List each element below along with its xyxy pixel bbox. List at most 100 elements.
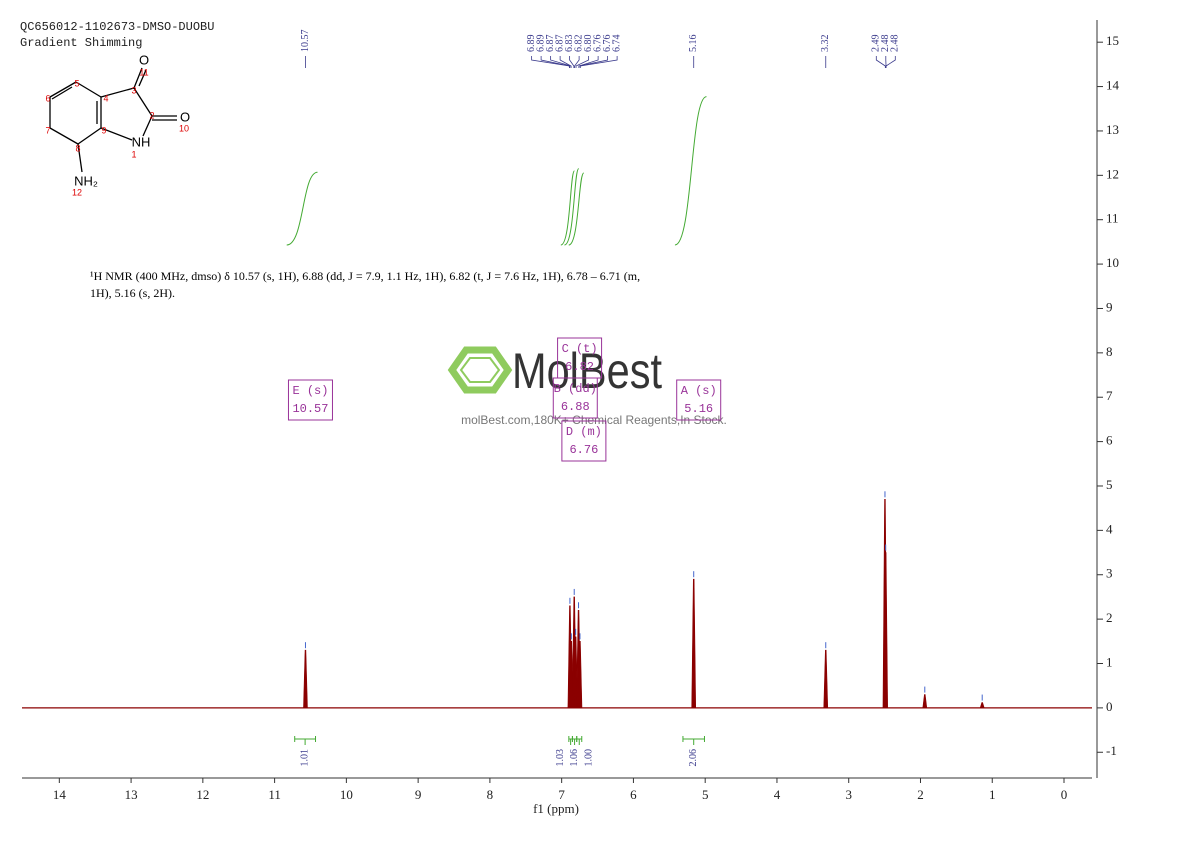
sample-id: QC656012-1102673-DMSO-DUOBU <box>20 20 214 34</box>
peak-pick-label: 6.89 <box>526 35 537 53</box>
integral-label: 1.00 <box>584 749 595 767</box>
atom-label: O <box>180 109 190 124</box>
watermark-tagline: molBest.com,180K+ Chemical Reagents,In S… <box>461 413 727 427</box>
peak-pick-label: 2.48 <box>890 35 901 53</box>
atom-number: 3 <box>131 85 136 95</box>
atom-label: NH₂ <box>74 173 98 188</box>
multiplet-shift: 10.57 <box>292 402 328 416</box>
integral-curve <box>568 172 585 246</box>
peak-pick-leader <box>579 56 618 68</box>
peak-pick-label: 2.48 <box>880 35 891 53</box>
peak-pick-leader <box>540 56 570 68</box>
y-tick-label: 8 <box>1106 344 1113 359</box>
peak-pick-label: 2.49 <box>871 35 882 53</box>
y-tick-label: 12 <box>1106 166 1119 181</box>
peak-pick-label: 6.76 <box>602 35 613 53</box>
atom-number: 10 <box>179 123 189 133</box>
integral-label: 1.06 <box>569 749 580 767</box>
integral-label: 2.06 <box>688 749 699 767</box>
integral-curve <box>674 96 707 246</box>
y-tick-label: 2 <box>1106 610 1113 625</box>
atom-label: NH <box>132 134 151 149</box>
peak <box>691 578 697 709</box>
peak <box>303 649 308 709</box>
x-tick-label: 10 <box>340 787 353 802</box>
peak-pick-label: 10.57 <box>300 30 311 53</box>
integral-bracket <box>571 735 578 745</box>
y-tick-label: 0 <box>1106 699 1113 714</box>
x-tick-label: 6 <box>630 787 637 802</box>
multiplet-shift: 6.76 <box>569 443 598 457</box>
peak-pick-leader <box>575 56 590 68</box>
peak-pick-label: 5.16 <box>688 35 699 53</box>
peak <box>883 552 888 709</box>
x-tick-label: 13 <box>125 787 138 802</box>
x-tick-label: 2 <box>917 787 924 802</box>
x-tick-label: 14 <box>53 787 67 802</box>
peak-pick-leader <box>559 56 572 68</box>
y-tick-label: 10 <box>1106 255 1119 270</box>
integral-curve <box>286 171 318 246</box>
x-axis-label: f1 (ppm) <box>533 801 579 816</box>
peak-pick-label: 6.83 <box>564 35 575 53</box>
multiplet-label: C (t) <box>562 342 598 356</box>
atom-number: 5 <box>74 78 79 88</box>
multiplet-box <box>561 420 607 462</box>
multiplet-label: D (m) <box>566 425 602 439</box>
y-tick-label: 4 <box>1106 521 1113 536</box>
peak <box>922 694 928 709</box>
multiplet-shift: 6.88 <box>561 400 590 414</box>
peak-pick-label: 6.82 <box>573 35 584 53</box>
x-tick-label: 0 <box>1061 787 1068 802</box>
multiplet-label: B (dd) <box>554 382 597 396</box>
method: Gradient Shimming <box>20 36 142 50</box>
peak <box>577 641 583 709</box>
peak-pick-leader <box>550 56 572 68</box>
peak-pick-label: 6.74 <box>611 35 622 53</box>
y-tick-label: -1 <box>1106 743 1117 758</box>
y-tick-label: 15 <box>1106 33 1119 48</box>
peak-pick-leader <box>574 56 580 68</box>
x-tick-label: 7 <box>558 787 565 802</box>
x-tick-label: 11 <box>268 787 281 802</box>
y-tick-label: 13 <box>1106 122 1119 137</box>
molecule <box>49 67 177 173</box>
peak-pick-label: 6.80 <box>583 35 594 53</box>
integral-bracket <box>682 735 705 745</box>
y-tick-label: 11 <box>1106 211 1119 226</box>
atom-number: 2 <box>149 110 154 120</box>
peak-pick-label: 6.87 <box>554 35 565 53</box>
y-tick-label: 1 <box>1106 654 1113 669</box>
atom-number: 12 <box>72 187 82 197</box>
x-tick-label: 4 <box>774 787 781 802</box>
peak-pick-label: 6.87 <box>545 35 556 53</box>
atom-number: 9 <box>101 125 106 135</box>
x-tick-label: 12 <box>196 787 209 802</box>
atom-number: 6 <box>45 93 50 103</box>
atom-number: 1 <box>131 149 136 159</box>
multiplet-box <box>287 379 333 421</box>
y-tick-label: 14 <box>1106 78 1120 93</box>
peak-pick-leader <box>885 56 896 68</box>
multiplet-box <box>552 377 598 419</box>
x-tick-label: 8 <box>487 787 494 802</box>
integral-bracket <box>568 735 573 745</box>
peak-pick-leader <box>578 56 609 68</box>
atom-number: 8 <box>75 143 80 153</box>
integral-curve <box>563 168 580 246</box>
y-tick-label: 3 <box>1106 566 1113 581</box>
peak-pick-label: 6.89 <box>535 35 546 53</box>
y-tick-label: 7 <box>1106 388 1113 403</box>
nmr-description: ¹H NMR (400 MHz, dmso) δ 10.57 (s, 1H), … <box>90 269 641 300</box>
peak-pick-leader <box>569 56 575 68</box>
peak-pick-label: 3.32 <box>820 35 831 53</box>
peak <box>979 702 985 709</box>
multiplet-label: E (s) <box>292 384 328 398</box>
atom-label: O <box>139 52 149 67</box>
multiplet-shift: 5.16 <box>684 402 713 416</box>
integral-label: 1.01 <box>299 749 310 767</box>
multiplet-box <box>676 379 722 421</box>
integral-curve <box>560 170 575 246</box>
